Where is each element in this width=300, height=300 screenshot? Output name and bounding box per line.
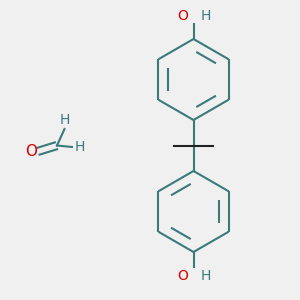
Text: O: O: [177, 8, 188, 22]
Text: H: H: [201, 8, 211, 22]
Text: H: H: [74, 140, 85, 154]
Text: O: O: [177, 268, 188, 283]
Text: H: H: [59, 112, 70, 127]
Text: H: H: [201, 268, 211, 283]
Text: O: O: [25, 144, 37, 159]
